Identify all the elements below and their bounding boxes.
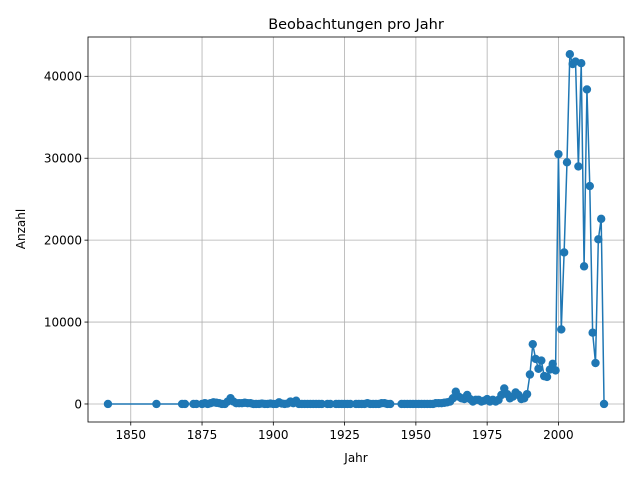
y-tick-label: 20000 [44, 233, 82, 247]
data-point [574, 162, 583, 171]
x-tick-label: 1875 [187, 428, 218, 442]
y-tick-label: 30000 [44, 152, 82, 166]
y-axis: 0 10000 20000 30000 40000 [44, 70, 88, 411]
data-point [103, 399, 113, 409]
data-point [594, 235, 603, 244]
x-tick-label: 1925 [329, 428, 360, 442]
x-tick-label: 2000 [543, 428, 574, 442]
x-tick-label: 1850 [115, 428, 146, 442]
data-point [522, 389, 532, 399]
x-tick-label: 1900 [258, 428, 289, 442]
axes-frame [87, 36, 625, 423]
y-tick-label: 40000 [44, 70, 82, 84]
data-point [591, 358, 600, 368]
data-point [525, 370, 535, 379]
y-tick-label: 10000 [44, 315, 82, 329]
data-point [537, 356, 546, 365]
data-point [152, 399, 161, 409]
x-tick-label: 1975 [472, 428, 503, 442]
data-point [599, 399, 609, 409]
data-point [548, 359, 557, 369]
data-point [579, 262, 589, 271]
y-axis-label: Anzahl [14, 209, 28, 249]
data-point [585, 181, 594, 191]
data-point [551, 366, 560, 375]
data-point [180, 399, 190, 409]
data-point [534, 364, 543, 373]
data-point [588, 328, 597, 337]
data-point [528, 339, 537, 349]
data-point [386, 399, 395, 409]
data-point [554, 149, 563, 159]
plot-area [103, 50, 609, 409]
data-point [542, 372, 552, 382]
x-axis-label: Jahr [343, 451, 367, 465]
data-point [582, 85, 592, 94]
y-tick-label: 0 [74, 397, 82, 411]
data-point [577, 59, 586, 68]
data-point [565, 50, 575, 59]
data-point [557, 325, 566, 334]
x-axis: 1850 1875 1900 1925 1950 1975 2000 [115, 422, 574, 442]
data-point [559, 248, 569, 257]
chart-title: Beobachtungen pro Jahr [268, 17, 444, 33]
data-point [562, 158, 572, 167]
x-tick-label: 1950 [401, 428, 432, 442]
data-point [596, 214, 606, 224]
